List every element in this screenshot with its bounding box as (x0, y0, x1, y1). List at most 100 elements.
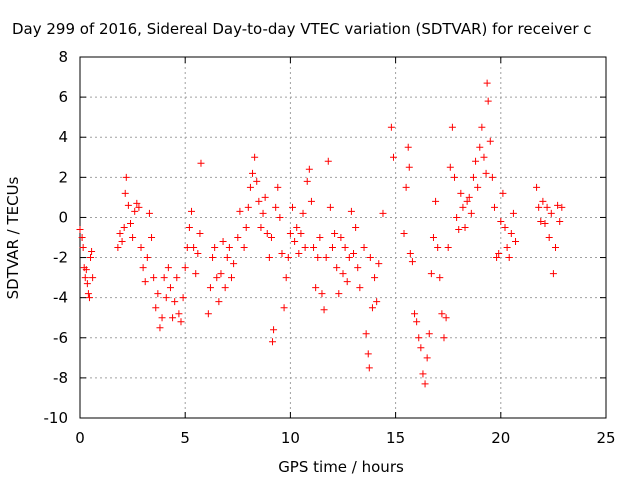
data-point (206, 284, 214, 292)
data-point (495, 250, 503, 258)
data-point (267, 234, 275, 241)
data-point (137, 244, 145, 252)
data-point (320, 306, 328, 314)
data-point (343, 278, 351, 286)
data-point (177, 318, 185, 326)
data-point (303, 177, 311, 185)
data-point (282, 274, 290, 282)
data-point (497, 217, 505, 225)
data-point (453, 213, 461, 221)
data-point (345, 254, 353, 262)
data-point (501, 223, 509, 231)
data-point (166, 284, 174, 292)
data-point (421, 380, 429, 388)
data-point (143, 254, 151, 262)
chart-title: Day 299 of 2016, Sidereal Day-to-day VTE… (12, 20, 592, 38)
data-point (328, 244, 336, 252)
data-point (263, 229, 271, 237)
data-point (478, 123, 486, 131)
data-point (299, 209, 307, 217)
y-tick-label: 0 (58, 208, 68, 226)
data-point (432, 197, 440, 205)
data-point (234, 234, 242, 241)
data-point (85, 294, 93, 302)
data-point (400, 229, 408, 237)
data-point (251, 153, 259, 161)
data-point (284, 254, 292, 262)
data-point (156, 324, 164, 332)
y-tick-label: 4 (58, 128, 68, 146)
data-point (411, 310, 419, 318)
data-point (423, 354, 431, 362)
data-point (160, 274, 168, 282)
data-point (314, 254, 322, 262)
data-point (368, 304, 376, 312)
y-tick-label: -2 (53, 249, 68, 267)
data-point (270, 326, 278, 334)
data-point (289, 203, 297, 211)
y-tick-label: -6 (53, 329, 68, 347)
data-point (249, 169, 257, 177)
y-tick-label: 8 (58, 48, 68, 66)
data-point (242, 223, 250, 231)
data-point (221, 284, 229, 292)
data-point (152, 304, 160, 312)
data-point (436, 274, 444, 282)
data-point (312, 284, 320, 292)
data-point (310, 244, 318, 252)
data-point (120, 223, 128, 231)
data-point (465, 193, 473, 201)
data-point (408, 258, 416, 266)
x-tick-label: 20 (491, 429, 510, 447)
data-point (427, 270, 435, 278)
data-point (154, 290, 162, 298)
data-point (190, 244, 198, 252)
data-point (272, 203, 280, 211)
data-point (179, 294, 187, 302)
data-point (158, 314, 166, 322)
data-point (406, 250, 414, 258)
data-point (347, 207, 355, 215)
data-point (541, 219, 549, 227)
data-point (215, 298, 223, 306)
data-point (509, 209, 517, 217)
data-point (194, 250, 202, 258)
data-point (322, 254, 330, 262)
data-point (402, 183, 410, 191)
data-point (291, 238, 299, 246)
data-point (419, 370, 427, 378)
data-point (240, 244, 248, 252)
data-point (339, 270, 347, 278)
data-point (188, 207, 196, 215)
x-tick-label: 15 (386, 429, 405, 447)
data-point (82, 266, 90, 274)
data-point (373, 298, 381, 306)
x-axis-label: GPS time / hours (278, 458, 404, 476)
data-point (255, 197, 263, 205)
data-point (246, 183, 254, 191)
data-point (549, 270, 557, 278)
data-point (448, 123, 456, 131)
data-point (316, 234, 324, 241)
data-point (356, 284, 364, 292)
data-point (164, 264, 172, 272)
data-point (459, 203, 467, 211)
y-axis-label: SDTVAR / TECUs (4, 176, 22, 299)
data-point (126, 219, 134, 227)
data-point (209, 254, 217, 262)
data-point (171, 298, 179, 306)
data-point (389, 153, 397, 161)
data-point (261, 193, 269, 201)
data-point (341, 244, 349, 252)
data-point (122, 173, 130, 181)
data-point (173, 274, 181, 282)
data-point (185, 223, 193, 231)
data-point (375, 260, 383, 268)
data-point (121, 189, 129, 197)
data-point (331, 229, 339, 237)
ticks (79, 56, 607, 419)
data-point (451, 173, 459, 181)
data-point (162, 294, 170, 302)
data-point (415, 334, 423, 342)
data-point (474, 183, 482, 191)
